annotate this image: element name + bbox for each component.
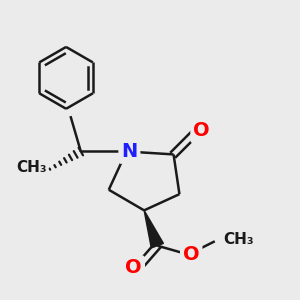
Text: CH₃: CH₃ (224, 232, 254, 247)
Polygon shape (144, 210, 164, 248)
Text: O: O (183, 245, 200, 264)
Text: N: N (121, 142, 137, 161)
Text: O: O (193, 122, 210, 140)
Text: CH₃: CH₃ (16, 160, 47, 175)
Text: O: O (125, 258, 142, 277)
